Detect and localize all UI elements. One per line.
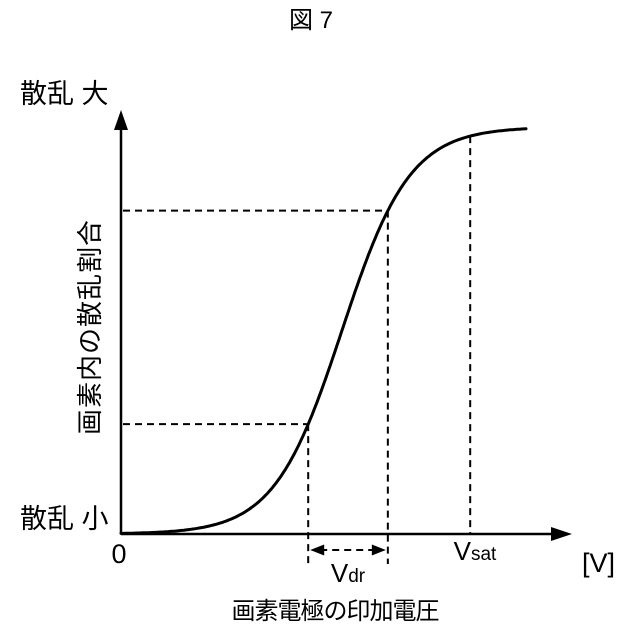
x-axis-arrowhead bbox=[551, 527, 572, 541]
vsat-label-sub: sat bbox=[470, 544, 497, 565]
scattering-curve bbox=[119, 127, 528, 535]
figure-title: 図 7 bbox=[288, 7, 334, 34]
vdr-range-arrow-right-head bbox=[371, 544, 386, 556]
vdr-range-arrow-left-head bbox=[310, 544, 325, 556]
vdr-label-sub: dr bbox=[348, 566, 366, 587]
vsat-tick-label: Vsat bbox=[453, 536, 497, 567]
vdr-label: Vdr bbox=[330, 558, 366, 589]
y-axis-min-label: 散乱 小 bbox=[20, 504, 109, 534]
y-axis-max-label: 散乱 大 bbox=[20, 79, 109, 109]
vdr-label-main: V bbox=[330, 558, 349, 588]
vsat-label-main: V bbox=[453, 536, 471, 566]
y-axis-title: 画素内の散乱割合 bbox=[75, 218, 106, 436]
x-axis-title: 画素電極の印加電圧 bbox=[231, 598, 440, 625]
x-axis-unit-label: [V] bbox=[582, 548, 616, 578]
y-axis-arrowhead bbox=[114, 110, 128, 130]
origin-tick-label: 0 bbox=[111, 539, 127, 569]
